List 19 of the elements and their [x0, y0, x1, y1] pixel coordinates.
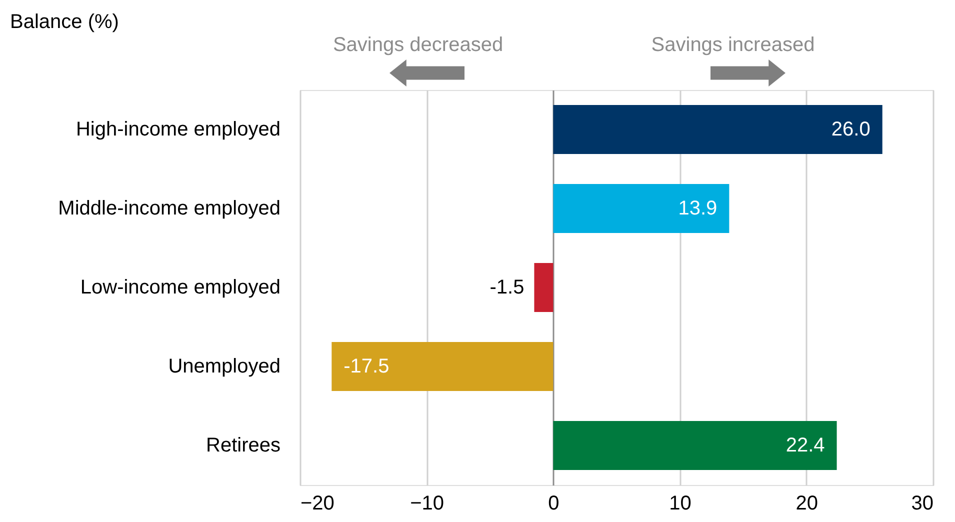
y-tick-label: Low-income employed: [80, 276, 280, 298]
text: Savings increased: [651, 34, 815, 56]
y-tick-label: Retirees: [206, 434, 280, 456]
data-label: -17.5: [344, 356, 390, 378]
x-tick-label: 30: [911, 492, 934, 514]
data-label: -1.5: [490, 276, 524, 298]
y-tick-label: High-income employed: [76, 118, 280, 140]
y-tick-label: Middle-income employed: [58, 198, 280, 220]
x-tick-label: −10: [410, 492, 444, 514]
text: Savings decreased: [332, 34, 504, 56]
text: Balance (%): [10, 11, 119, 33]
x-tick-label: −20: [300, 492, 334, 514]
x-tick-label: 20: [796, 492, 818, 514]
data-label: 22.4: [786, 434, 825, 456]
data-label: 13.9: [678, 198, 718, 220]
y-tick-label: Unemployed: [168, 356, 280, 378]
data-label: 26.0: [831, 118, 870, 140]
x-tick-label: 0: [548, 492, 560, 514]
x-tick-label: 10: [669, 492, 692, 514]
